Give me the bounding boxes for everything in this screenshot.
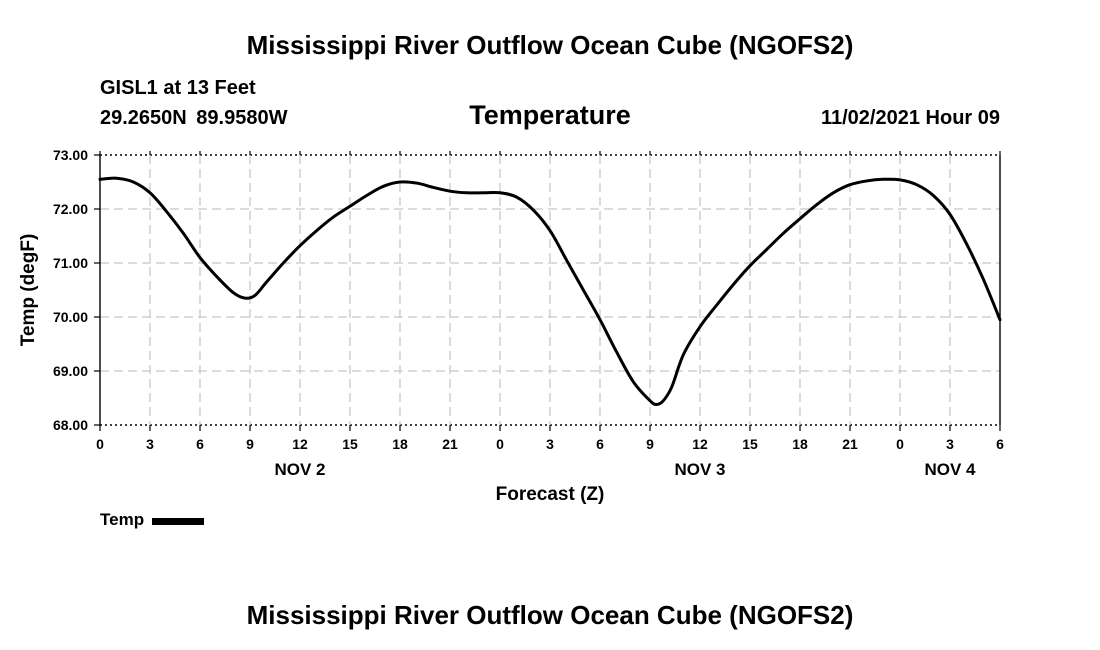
x-tick-label-12: 12	[692, 436, 708, 452]
x-tick-label-7: 21	[442, 436, 458, 452]
x-tick-label-8: 0	[496, 436, 504, 452]
x-tick-label-10: 6	[596, 436, 604, 452]
station-label: GISL1 at 13 Feet	[100, 77, 256, 99]
chart-title: Mississippi River Outflow Ocean Cube (NG…	[246, 30, 854, 60]
x-tick-label-2: 6	[196, 436, 204, 452]
y-tick-label-2: 70.00	[53, 309, 88, 325]
x-tick-label-18: 6	[996, 436, 1004, 452]
x-tick-label-0: 0	[96, 436, 104, 452]
y-tick-label-4: 72.00	[53, 201, 88, 217]
chart-subtitle: Temperature	[469, 100, 631, 130]
x-tick-label-9: 3	[546, 436, 554, 452]
series-layer	[98, 176, 1002, 406]
legend: Temp	[100, 510, 205, 530]
x-tick-label-4: 12	[292, 436, 308, 452]
y-axis-title: Temp (degF)	[18, 234, 39, 347]
x-axis-title: Forecast (Z)	[496, 484, 605, 505]
legend-label: Temp	[100, 510, 145, 529]
y-tick-label-1: 69.00	[53, 363, 88, 379]
x-tick-label-14: 18	[792, 436, 808, 452]
x-tick-label-3: 9	[246, 436, 254, 452]
series-line-temp	[98, 176, 1002, 406]
y-tick-label-0: 68.00	[53, 417, 88, 433]
day-label-1: NOV 3	[674, 460, 725, 479]
axis-layer	[94, 151, 1001, 431]
x-tick-label-6: 18	[392, 436, 408, 452]
day-label-2: NOV 4	[924, 460, 976, 479]
y-tick-label-5: 73.00	[53, 147, 88, 163]
forecast-datetime: 11/02/2021 Hour 09	[820, 107, 1000, 129]
label-layer: 68.00 69.00 70.00 71.00 72.00 73.00 0 3 6 9 12 15 18…	[18, 147, 1004, 505]
x-tick-label-15: 21	[842, 436, 858, 452]
grid-layer	[100, 154, 1000, 426]
x-tick-label-13: 15	[742, 436, 758, 452]
x-tick-label-1: 3	[146, 436, 154, 452]
y-tick-label-3: 71.00	[53, 255, 88, 271]
footer-title: Mississippi River Outflow Ocean Cube (NG…	[246, 600, 854, 630]
x-tick-label-16: 0	[896, 436, 904, 452]
x-tick-label-5: 15	[342, 436, 358, 452]
x-tick-label-17: 3	[946, 436, 954, 452]
legend-swatch	[152, 518, 205, 525]
day-label-0: NOV 2	[274, 460, 325, 479]
location-label: 29.2650N 89.9580W	[100, 107, 288, 129]
x-tick-label-11: 9	[646, 436, 654, 452]
